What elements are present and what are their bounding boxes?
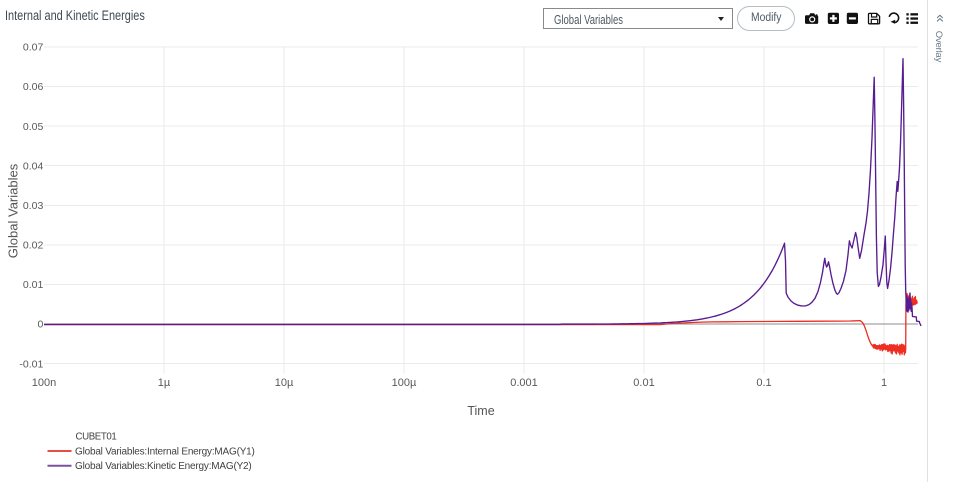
svg-text:0.06: 0.06 [23,81,44,93]
svg-text:100µ: 100µ [392,377,417,389]
svg-text:Overlay: Overlay [933,31,944,63]
svg-text:1µ: 1µ [158,377,171,389]
svg-text:0: 0 [37,319,43,331]
svg-text:Global Variables:Kinetic Energ: Global Variables:Kinetic Energy:MAG(Y2) [75,461,252,472]
svg-text:0.05: 0.05 [23,121,44,133]
svg-text:0.02: 0.02 [23,240,44,252]
svg-text:CUBET01: CUBET01 [76,431,117,442]
svg-text:0.01: 0.01 [23,279,44,291]
svg-text:Time: Time [467,404,494,418]
svg-text:Global Variables: Global Variables [6,163,21,258]
svg-text:0.1: 0.1 [756,377,771,389]
svg-text:Global Variables:Internal Ener: Global Variables:Internal Energy:MAG(Y1) [75,446,255,457]
svg-text:0.04: 0.04 [23,160,44,172]
svg-text:0.07: 0.07 [23,42,44,54]
svg-text:100n: 100n [32,377,56,389]
svg-text:1: 1 [881,377,887,389]
svg-text:10µ: 10µ [275,377,294,389]
svg-text:«: « [932,14,949,22]
svg-text:0.01: 0.01 [633,377,654,389]
svg-text:0.03: 0.03 [23,200,44,212]
svg-text:-0.01: -0.01 [19,358,43,370]
svg-text:0.001: 0.001 [510,377,538,389]
